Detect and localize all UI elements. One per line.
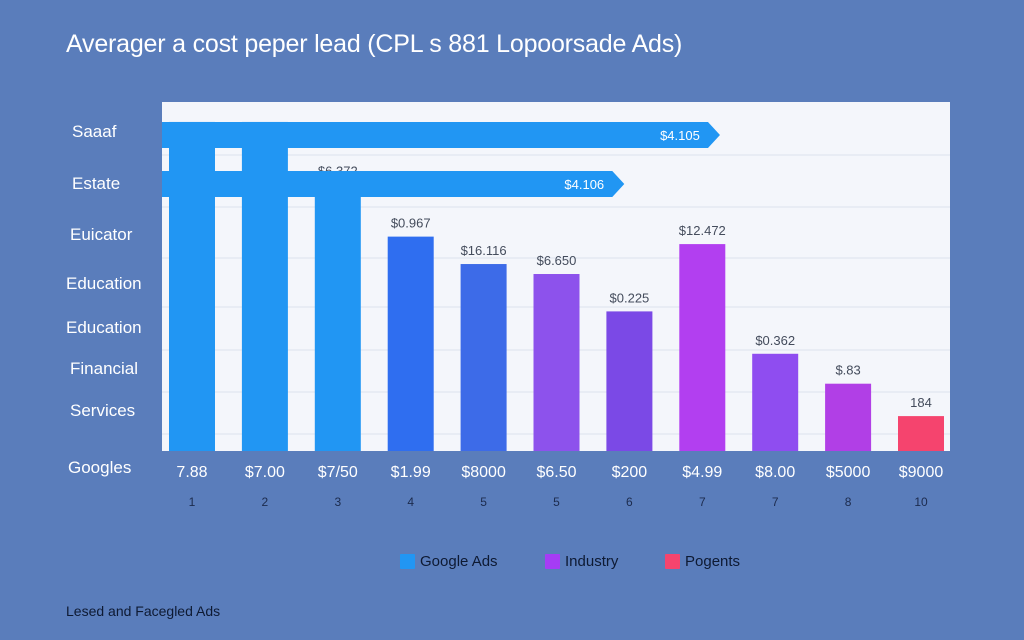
bar-11 — [898, 416, 944, 451]
arrow-bar-2 — [162, 171, 625, 197]
y-label-5: Education — [66, 318, 142, 337]
bar-value-label-5: $16.116 — [461, 243, 507, 258]
chart-title: Averager a cost peper lead (CPL s 881 Lo… — [66, 30, 683, 58]
x-sub-label-4: 4 — [407, 495, 414, 509]
x-sub-label-8: 7 — [699, 495, 706, 509]
legend-label-google-ads: Google Ads — [420, 553, 498, 570]
x-tick-label-8: $4.99 — [682, 464, 722, 481]
x-sub-label-6: 5 — [553, 495, 560, 509]
x-tick-label-2: $7.00 — [245, 464, 285, 481]
x-tick-label-5: $8000 — [461, 464, 506, 481]
chart-legend: Google Ads Industry Pogents — [0, 553, 1024, 573]
bar-value-label-7: $0.225 — [610, 290, 650, 305]
bar-9 — [752, 353, 799, 451]
bar-6 — [533, 274, 580, 451]
arrow-bar-label-2: $4.106 — [564, 177, 604, 192]
y-label-8: Googles — [68, 458, 132, 477]
x-tick-label-9: $8.00 — [755, 464, 795, 481]
x-sub-label-3: 3 — [334, 495, 341, 509]
y-label-4: Education — [66, 274, 142, 293]
x-tick-label-6: $6.50 — [536, 464, 576, 481]
bar-10 — [825, 383, 872, 451]
bar-value-label-4: $0.967 — [391, 216, 431, 231]
x-sub-label-2: 2 — [262, 495, 269, 509]
chart-footer: Lesed and Facegled Ads — [66, 603, 221, 619]
legend-swatch-pogents — [665, 554, 680, 569]
legend-label-pogents: Pogents — [685, 553, 741, 570]
x-tick-label-3: $7/50 — [318, 464, 358, 481]
bar-7 — [606, 311, 653, 451]
legend-item-pogents: Pogents — [665, 553, 740, 570]
y-label-3: Euicator — [70, 225, 133, 244]
legend-swatch-google-ads — [400, 554, 415, 569]
x-sub-label-1: 1 — [189, 495, 196, 509]
arrow-bar-label-1: $4.105 — [660, 128, 700, 143]
legend-swatch-industry — [545, 554, 560, 569]
y-label-7: Services — [70, 401, 136, 420]
bar-8 — [679, 244, 726, 451]
bar-value-label-11: 184 — [910, 395, 932, 410]
x-tick-label-10: $5000 — [826, 464, 871, 481]
bar-value-label-10: $.83 — [835, 363, 860, 378]
bar-value-label-6: $6.650 — [537, 253, 577, 268]
x-sub-label-9: 7 — [772, 495, 779, 509]
bar-value-label-9: $0.362 — [755, 333, 795, 348]
x-sub-label-11: 10 — [914, 495, 928, 509]
x-tick-label-4: $1.99 — [391, 464, 431, 481]
bar-value-label-8: $12.472 — [679, 223, 726, 238]
x-tick-label-11: $9000 — [899, 464, 944, 481]
x-sub-label-5: 5 — [480, 495, 487, 509]
y-label-1: Saaaf — [72, 122, 117, 141]
bar-3 — [314, 184, 361, 451]
x-tick-label-1: 7.88 — [176, 464, 207, 481]
y-label-2: Estate — [72, 174, 121, 193]
legend-item-google-ads: Google Ads — [400, 553, 498, 570]
legend-label-industry: Industry — [565, 553, 619, 570]
legend-item-industry: Industry — [545, 553, 618, 570]
x-sub-label-7: 6 — [626, 495, 633, 509]
arrow-bar-1 — [162, 122, 720, 148]
x-sub-label-10: 8 — [845, 495, 852, 509]
bar-5 — [460, 264, 507, 451]
x-tick-label-7: $200 — [612, 464, 648, 481]
y-label-6: Financial — [70, 359, 139, 378]
bar-4 — [387, 236, 434, 451]
